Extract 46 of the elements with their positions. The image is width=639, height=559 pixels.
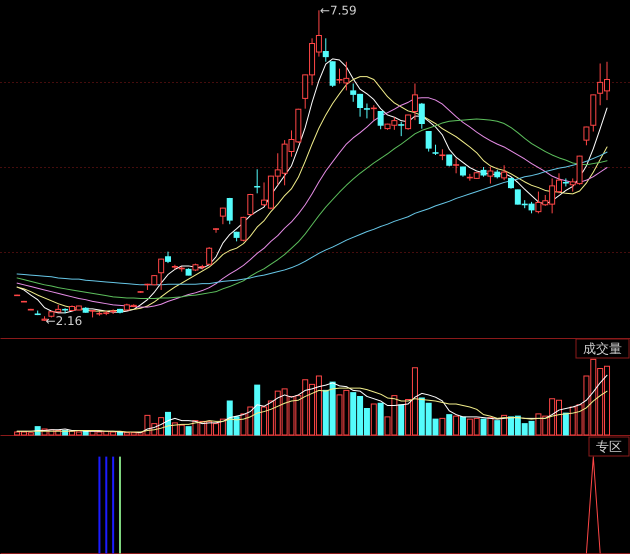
chart-title: 成交量	[583, 341, 622, 357]
candlestick	[432, 144, 439, 156]
candlestick	[220, 207, 226, 225]
bar	[378, 402, 384, 436]
candlestick	[583, 126, 590, 146]
annotation: ←7.59	[320, 3, 357, 18]
bar	[453, 416, 460, 436]
bar	[487, 417, 494, 436]
candlestick	[370, 104, 377, 121]
candlestick	[322, 38, 329, 62]
bar	[501, 414, 508, 436]
candlestick	[501, 164, 508, 181]
candlestick	[446, 154, 452, 167]
bar	[494, 420, 500, 436]
bar	[398, 404, 404, 436]
candlestick	[240, 216, 246, 242]
bar	[562, 412, 569, 436]
candlestick	[247, 193, 254, 216]
candlestick	[398, 121, 404, 137]
candlestick	[330, 60, 336, 88]
candlestick	[439, 148, 446, 161]
candlestick	[405, 114, 412, 130]
candlestick	[412, 83, 418, 121]
bar	[254, 384, 260, 436]
candlestick	[453, 158, 460, 174]
bar	[480, 418, 487, 436]
bar	[370, 404, 377, 436]
candlestick	[165, 251, 172, 264]
candlestick	[480, 166, 487, 178]
candlestick	[206, 246, 212, 266]
bar	[165, 412, 172, 436]
candlestick	[226, 197, 233, 225]
bar	[460, 416, 466, 436]
annotation: ←2.16	[46, 314, 82, 328]
candlestick	[487, 166, 494, 184]
bar	[439, 418, 446, 436]
chart-title: 专区	[596, 440, 622, 455]
candlestick	[426, 130, 432, 152]
candlestick	[418, 102, 425, 130]
candlestick	[234, 231, 240, 242]
candlestick	[364, 103, 370, 119]
bar	[446, 414, 452, 436]
bar	[186, 426, 192, 436]
candlestick	[158, 258, 164, 290]
candlestick	[254, 168, 260, 194]
candlestick	[378, 110, 384, 130]
